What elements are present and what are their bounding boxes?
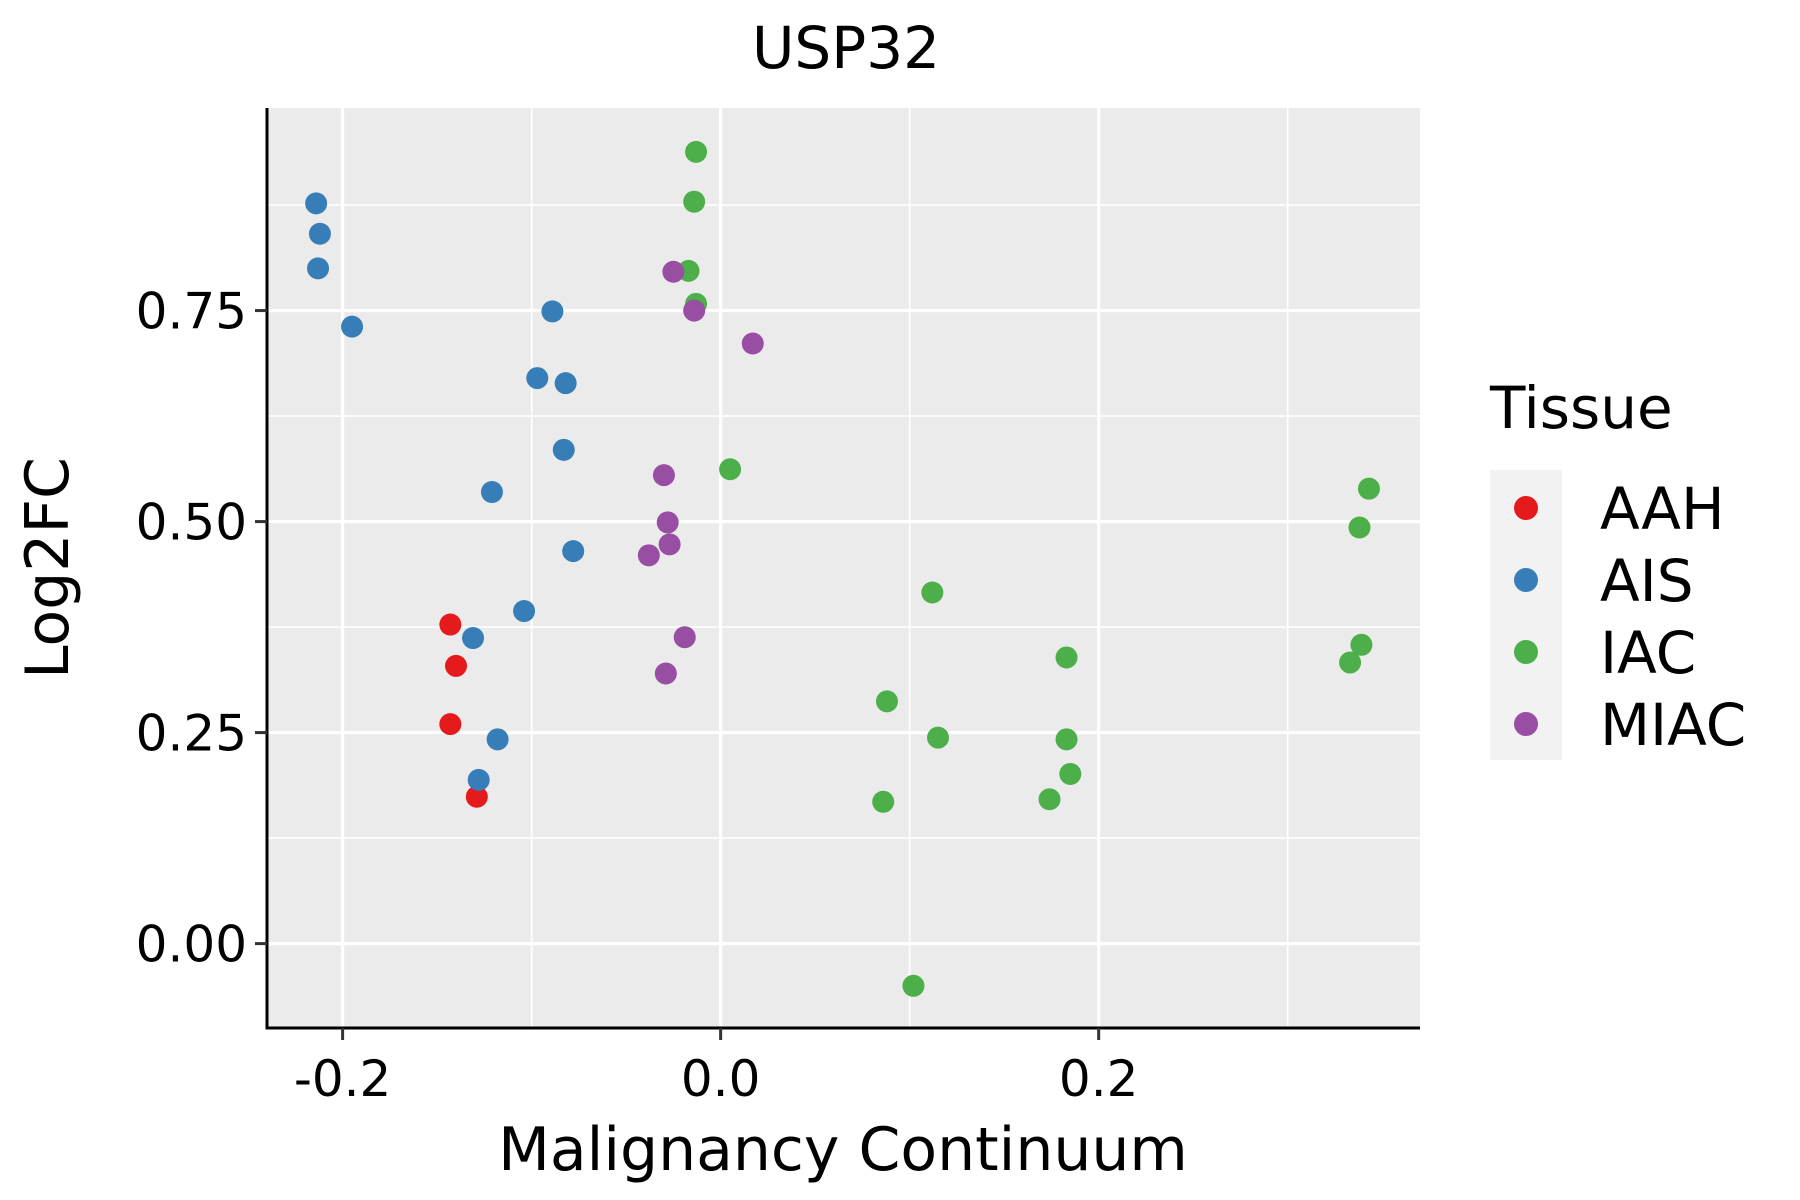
point-iac-7 — [875, 690, 898, 713]
point-miac-6 — [637, 544, 660, 567]
y-tick-label-1: 0.25 — [136, 705, 247, 763]
point-ais-11 — [462, 627, 485, 650]
x-tick-label-2: 0.2 — [1059, 1050, 1139, 1108]
point-miac-4 — [656, 511, 679, 534]
legend-title: Tissue — [1489, 374, 1673, 442]
point-miac-5 — [658, 533, 681, 556]
point-miac-1 — [683, 299, 706, 322]
point-ais-12 — [486, 728, 509, 751]
x-axis-ticks: -0.2 0.0 0.2 — [294, 1028, 1139, 1108]
point-ais-10 — [513, 600, 536, 623]
point-miac-3 — [652, 464, 675, 487]
legend-key-ais — [1514, 568, 1538, 592]
x-axis-title: Malignancy Continuum — [498, 1115, 1188, 1185]
point-aah-1 — [445, 654, 468, 677]
legend-key-iac — [1514, 640, 1538, 664]
y-tick-label-2: 0.50 — [136, 494, 247, 552]
point-miac-2 — [741, 332, 764, 355]
point-ais-0 — [305, 192, 328, 215]
point-ais-3 — [341, 315, 364, 338]
grid-lines — [267, 108, 1420, 1028]
point-iac-14 — [1357, 477, 1380, 500]
y-axis-title: Log2FC — [13, 457, 83, 679]
point-iac-10 — [1059, 762, 1082, 785]
y-tick-label-0: 0.00 — [136, 916, 247, 974]
point-ais-6 — [554, 372, 577, 395]
y-tick-label-3: 0.75 — [136, 283, 247, 341]
point-iac-4 — [719, 458, 742, 481]
point-iac-17 — [1339, 651, 1362, 674]
point-iac-13 — [902, 974, 925, 997]
point-iac-15 — [1348, 516, 1371, 539]
point-ais-8 — [480, 481, 503, 504]
point-ais-1 — [308, 222, 331, 245]
plot-panel — [267, 108, 1420, 1028]
point-iac-8 — [927, 726, 950, 749]
data-points — [305, 140, 1380, 997]
point-iac-1 — [683, 190, 706, 213]
point-iac-0 — [685, 140, 708, 163]
point-ais-13 — [467, 768, 490, 791]
x-tick-label-0: -0.2 — [294, 1050, 392, 1108]
point-iac-5 — [921, 581, 944, 604]
point-ais-2 — [307, 257, 330, 280]
legend-key-miac — [1514, 712, 1538, 736]
point-iac-11 — [1038, 788, 1061, 811]
point-aah-2 — [439, 713, 462, 736]
legend-label-iac: IAC — [1600, 619, 1696, 687]
legend-label-miac: MIAC — [1600, 691, 1746, 759]
chart-title: USP32 — [752, 14, 940, 82]
point-iac-6 — [1055, 646, 1078, 669]
point-ais-7 — [552, 438, 575, 461]
point-iac-16 — [1350, 633, 1373, 656]
point-ais-9 — [562, 540, 585, 563]
point-miac-0 — [662, 260, 685, 283]
point-miac-8 — [654, 662, 677, 685]
point-iac-9 — [1055, 728, 1078, 751]
point-aah-3 — [465, 785, 488, 808]
y-axis-ticks: 0.00 0.25 0.50 0.75 — [136, 283, 267, 974]
point-iac-12 — [872, 790, 895, 813]
x-tick-label-1: 0.0 — [681, 1050, 761, 1108]
legend-label-ais: AIS — [1600, 547, 1694, 615]
point-miac-7 — [673, 626, 696, 649]
point-ais-5 — [526, 367, 549, 390]
legend-label-aah: AAH — [1600, 475, 1725, 543]
point-aah-0 — [439, 613, 462, 636]
legend-key-aah — [1514, 496, 1538, 520]
point-ais-4 — [541, 300, 564, 323]
